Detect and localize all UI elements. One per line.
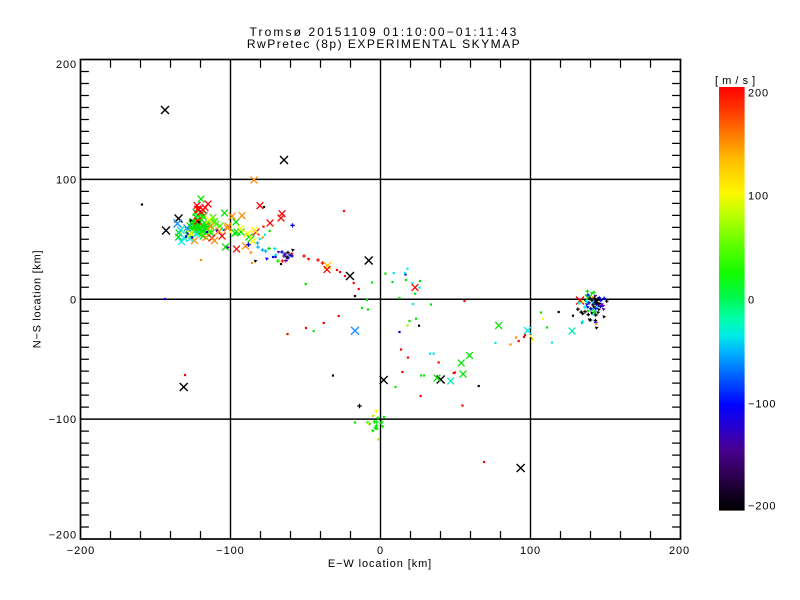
- svg-text:−200: −200: [49, 530, 77, 542]
- svg-text:0: 0: [377, 545, 384, 557]
- svg-text:100: 100: [748, 190, 769, 202]
- svg-text:100: 100: [520, 545, 541, 557]
- svg-text:0: 0: [748, 294, 755, 306]
- svg-text:Tromsø 20151109 01:10:00−01:11: Tromsø 20151109 01:10:00−01:11:43: [250, 25, 519, 39]
- svg-text:200: 200: [56, 59, 77, 71]
- svg-text:−200: −200: [748, 500, 776, 512]
- svg-text:200: 200: [748, 88, 769, 100]
- svg-text:N−S location [km]: N−S location [km]: [32, 250, 44, 348]
- svg-text:−100: −100: [748, 398, 776, 410]
- svg-text:E−W location [km]: E−W location [km]: [328, 558, 432, 570]
- svg-text:0: 0: [70, 294, 77, 306]
- svg-text:−100: −100: [49, 414, 77, 426]
- svg-text:−100: −100: [216, 545, 244, 557]
- svg-text:[m/s]: [m/s]: [715, 75, 759, 87]
- svg-text:−200: −200: [67, 545, 95, 557]
- svg-text:200: 200: [669, 545, 690, 557]
- svg-text:RwPretec (8p) EXPERIMENTAL SKY: RwPretec (8p) EXPERIMENTAL SKYMAP: [247, 37, 521, 51]
- svg-text:100: 100: [56, 174, 77, 186]
